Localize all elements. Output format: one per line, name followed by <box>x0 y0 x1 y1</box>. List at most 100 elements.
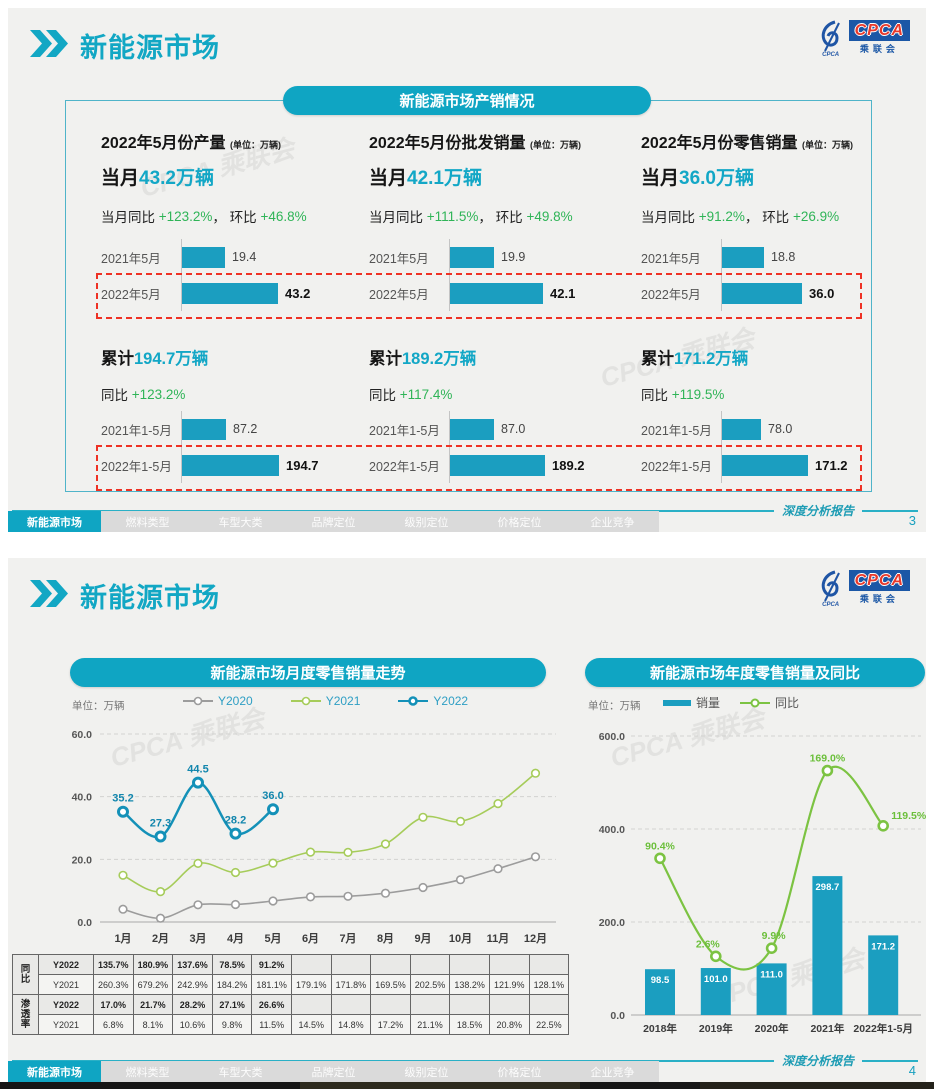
tab-品牌定位[interactable]: 品牌定位 <box>311 516 356 529</box>
sales-bar-2020年 <box>756 963 787 1015</box>
section-tab-bar: 新能源市场 燃料类型 车型大类 品牌定位 级别定位 价格定位 企业竞争 <box>8 1061 659 1082</box>
tab-价格定位[interactable]: 价格定位 <box>497 516 542 529</box>
value-cell: 9.8% <box>211 1014 253 1035</box>
tab-企业竞争[interactable]: 企业竞争 <box>590 1066 635 1079</box>
value-cell: 135.7% <box>93 954 134 975</box>
value-bar <box>722 418 761 440</box>
marker-Y2021 <box>268 858 278 868</box>
bar-track: 36.0 <box>721 275 903 311</box>
bar-label: 2021年5月 <box>101 251 161 266</box>
marker-Y2022 <box>117 805 129 818</box>
page-number: 4 <box>908 1063 916 1078</box>
mom-label: 环比 <box>762 210 790 225</box>
table-row: Y2021 260.3% 679.2% 242.9% 184.2% 181.1% 179.1… <box>13 974 570 995</box>
marker-Y2021 <box>380 839 391 849</box>
legend-label: Y2021 <box>325 694 361 708</box>
series-label-cell: Y2021 <box>38 1014 94 1035</box>
tab-品牌定位[interactable]: 品牌定位 <box>311 1066 356 1079</box>
value-cell <box>409 954 451 975</box>
cumulative-total-line: 累计194.7万辆 <box>101 345 363 377</box>
page-number: 3 <box>908 513 916 528</box>
value-cell: 26.6% <box>251 994 292 1015</box>
bar-label: 2021年1-5月 <box>101 423 172 438</box>
tab-级别定位[interactable]: 级别定位 <box>404 516 449 529</box>
marker-Y2020 <box>418 882 428 893</box>
month-total-line: 当月 36.0万辆 <box>641 159 903 193</box>
value-cell <box>290 954 332 975</box>
marker-Y2021 <box>305 847 316 857</box>
bar-value-label: 298.7 <box>816 882 840 893</box>
bar-value-label: 171.2 <box>871 941 895 952</box>
cumulative-value: 171.2万辆 <box>674 350 749 368</box>
value-cell: 137.6% <box>172 954 213 975</box>
value-bar <box>722 454 808 476</box>
tab-新能源市场[interactable]: 新能源市场 <box>8 511 101 532</box>
yoy-value: +111.5% <box>423 208 479 224</box>
x-tick-label: 4月 <box>227 932 244 945</box>
legend-swatch-icon <box>290 696 321 706</box>
bar-label: 2022年5月 <box>101 287 161 302</box>
bar-row: 2022年5月 42.1 <box>369 275 631 311</box>
yoy-marker <box>877 820 890 832</box>
yoy-label: 9.9% <box>762 930 787 942</box>
tab-车型大类[interactable]: 车型大类 <box>218 1066 263 1079</box>
value-bar <box>182 246 225 268</box>
legend-item-Y2021: Y2021 <box>290 694 361 708</box>
bar-value: 87.0 <box>501 422 526 436</box>
yoy-line <box>659 765 885 971</box>
yearly-retail-bar-line-chart: 0.0 200.0 400.0 600.0 2018年 2019年 2020年 2021年 20… <box>599 731 927 1035</box>
monthly-chart-title-pill: 新能源市场月度零售销量走势 <box>70 658 546 687</box>
cpca-swirl-caption: CPCA <box>822 52 840 58</box>
bar-row: 2022年1-5月 189.2 <box>369 447 631 483</box>
data-label-Y2022: 35.2 <box>112 793 133 805</box>
month-value: 42.1万辆 <box>407 167 482 189</box>
cumulative-yoy-value: +123.2% <box>128 386 186 402</box>
legend-line-swatch-icon <box>740 698 771 707</box>
value-cell <box>409 994 451 1015</box>
marker-Y2020 <box>305 892 316 902</box>
bottom-edge-segment <box>300 1082 580 1089</box>
tab-燃料类型[interactable]: 燃料类型 <box>125 1066 170 1079</box>
bar-row: 2022年5月 43.2 <box>101 275 363 311</box>
y-tick-label: 20.0 <box>72 854 93 866</box>
sales-bar-2022年1-5月 <box>868 935 899 1015</box>
legend-label: 销量 <box>696 696 721 710</box>
mom-label: 环比 <box>229 210 257 225</box>
value-cell: 28.2% <box>172 994 213 1015</box>
x-tick-label: 2020年 <box>755 1022 789 1035</box>
metric-unit-label: (单位：万辆) <box>229 140 281 150</box>
cumulative-value: 194.7万辆 <box>134 350 209 368</box>
x-tick-label: 2021年 <box>810 1022 844 1035</box>
monthly-chart-legend: Y2020 Y2021 Y2022 <box>183 694 468 708</box>
cumulative-total-line: 累计171.2万辆 <box>641 345 903 377</box>
metric-title-text: 2022年5月份产量 <box>101 135 230 152</box>
value-bar <box>182 282 278 304</box>
cumulative-prefix: 累计 <box>369 350 402 368</box>
tab-车型大类[interactable]: 车型大类 <box>218 516 263 529</box>
legend-marker <box>301 696 311 706</box>
slide-header: 新能源市场 <box>30 26 220 65</box>
tab-新能源市场[interactable]: 新能源市场 <box>8 1061 101 1082</box>
cumulative-yoy-label: 同比 <box>641 388 668 403</box>
cpca-swirl-icon: CPCA <box>818 570 844 608</box>
month-value: 36.0万辆 <box>679 167 754 189</box>
page-title: 新能源市场 <box>80 33 220 63</box>
cpca-swirl-caption: CPCA <box>822 602 840 608</box>
tab-燃料类型[interactable]: 燃料类型 <box>125 516 170 529</box>
legend-marker <box>408 696 419 706</box>
tab-价格定位[interactable]: 价格定位 <box>497 1066 542 1079</box>
bar-track: 43.2 <box>181 275 363 311</box>
marker-Y2020 <box>268 896 278 906</box>
bar-value: 87.2 <box>233 422 258 436</box>
marker-Y2021 <box>530 768 541 778</box>
row-group-label: 同 比 <box>12 954 39 995</box>
tab-级别定位[interactable]: 级别定位 <box>404 1066 449 1079</box>
yoy-penetration-table: 同 比 Y2022 135.7% 180.9% 137.6% 78.5% 91.2% Y202… <box>12 954 570 1035</box>
marker-Y2022 <box>192 776 204 789</box>
month-yoy-line: 当月同比 +111.5%， 环比 +49.8% <box>369 193 631 239</box>
yoy-label: 90.4% <box>645 840 675 852</box>
legend-bar-swatch-icon <box>663 699 691 706</box>
yoy-label: 当月同比 <box>101 210 155 225</box>
tab-企业竞争[interactable]: 企业竞争 <box>590 516 635 529</box>
bar-value: 189.2 <box>552 457 585 473</box>
